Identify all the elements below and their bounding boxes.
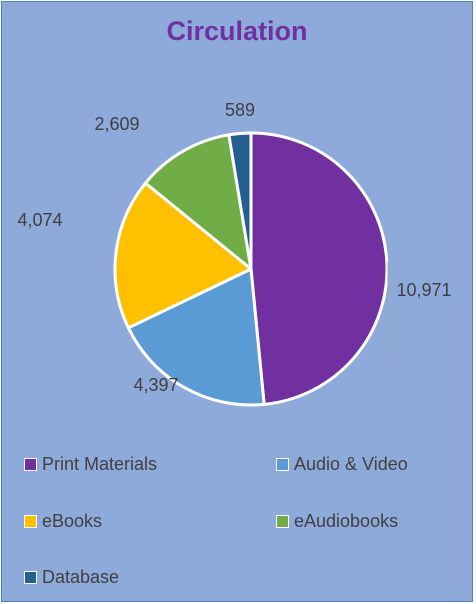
pie-slice-audio-video (126, 267, 266, 407)
legend-item-print-materials: Print Materials (24, 454, 157, 475)
chart-title: Circulation (166, 16, 308, 46)
legend-item-database: Database (24, 567, 119, 588)
legend-swatch-eaudiobooks (276, 515, 289, 528)
pie-slice-print-materials (249, 131, 389, 406)
pie-slice-eaudiobooks (144, 133, 253, 271)
data-label-ebooks: 4,074 (17, 210, 62, 230)
pie-slice-database (227, 131, 253, 271)
legend-label-database: Database (42, 567, 120, 587)
legend-label-eaudiobooks: eAudiobooks (294, 511, 399, 531)
legend-label-audio-video: Audio & Video (294, 454, 408, 474)
legend-item-ebooks: eBooks (24, 511, 102, 532)
legend-swatch-print-materials (24, 458, 37, 471)
data-label-database: 589 (225, 100, 255, 120)
pie-slice-ebooks (113, 181, 253, 330)
legend-label-ebooks: eBooks (42, 511, 103, 531)
data-label-print-materials: 10,971 (396, 280, 451, 300)
legend-item-eaudiobooks: eAudiobooks (276, 511, 398, 532)
legend-swatch-audio-video (276, 458, 289, 471)
legend-label-print-materials: Print Materials (42, 454, 158, 474)
legend-item-audio-video: Audio & Video (276, 454, 408, 475)
data-label-audio-video: 4,397 (133, 375, 178, 395)
legend-swatch-ebooks (24, 515, 37, 528)
data-label-eaudiobooks: 2,609 (94, 114, 139, 134)
legend-swatch-database (24, 571, 37, 584)
data-label-leader-line (387, 261, 390, 354)
